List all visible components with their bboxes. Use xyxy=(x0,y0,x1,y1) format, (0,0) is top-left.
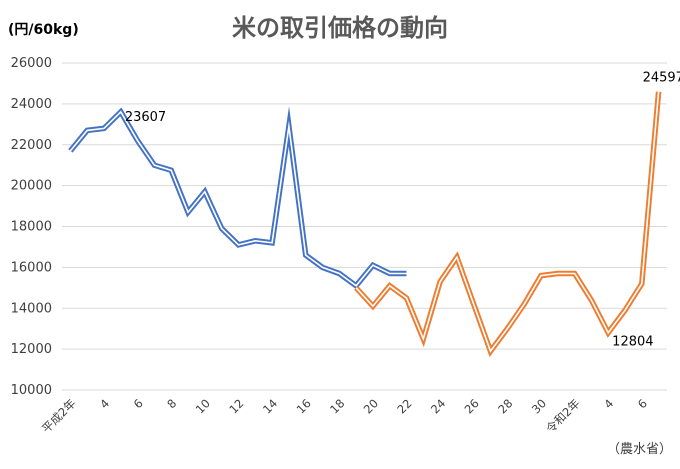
x-tick-label: 12 xyxy=(226,396,246,416)
data-labels: 23607 24597 12804 xyxy=(125,71,680,350)
series-line-outer xyxy=(354,91,662,357)
x-tick-label: 10 xyxy=(193,396,213,416)
y-tick-label: 20000 xyxy=(11,179,52,194)
x-tick-label: 6 xyxy=(635,396,650,411)
x-tick-label: 20 xyxy=(361,396,381,416)
gridlines xyxy=(62,62,667,391)
x-tick-label: 平成2年 xyxy=(39,396,78,435)
x-tick-label: 22 xyxy=(394,396,414,416)
x-tick-label: 14 xyxy=(260,396,280,416)
y-axis-unit-label: (円/60kg) xyxy=(8,22,79,38)
y-tick-label: 12000 xyxy=(11,342,52,357)
data-label: 23607 xyxy=(125,110,166,125)
x-tick-label: 26 xyxy=(462,396,482,416)
y-tick-label: 26000 xyxy=(11,56,52,71)
y-axis-ticks: 10000 12000 14000 16000 18000 20000 22000 24000… xyxy=(11,56,52,398)
x-tick-label: 6 xyxy=(131,396,146,411)
x-tick-label: 30 xyxy=(529,396,549,416)
series-line-inner xyxy=(69,110,407,287)
y-tick-label: 22000 xyxy=(11,138,52,153)
x-tick-label: 8 xyxy=(164,396,179,411)
source-note: （農水省） xyxy=(607,442,672,457)
data-label: 24597 xyxy=(643,71,680,86)
x-tick-label: 18 xyxy=(327,396,347,416)
y-tick-label: 14000 xyxy=(11,301,52,316)
series-1-line xyxy=(68,106,407,290)
chart-title: 米の取引価格の動向 xyxy=(232,14,448,42)
x-tick-label: 令和2年 xyxy=(543,396,582,435)
y-tick-label: 24000 xyxy=(11,97,52,112)
y-tick-label: 16000 xyxy=(11,260,52,275)
series-line-outer xyxy=(68,106,407,290)
x-tick-label: 16 xyxy=(294,396,314,416)
x-tick-label: 4 xyxy=(601,396,616,411)
data-label: 12804 xyxy=(612,335,653,350)
series-line-inner xyxy=(355,91,660,353)
x-tick-label: 4 xyxy=(97,396,112,411)
y-tick-label: 18000 xyxy=(11,220,52,235)
x-tick-label: 24 xyxy=(428,396,448,416)
x-tick-label: 28 xyxy=(495,396,515,416)
series-2-line xyxy=(354,91,662,357)
series-lines xyxy=(68,91,662,357)
y-tick-label: 10000 xyxy=(11,383,52,398)
